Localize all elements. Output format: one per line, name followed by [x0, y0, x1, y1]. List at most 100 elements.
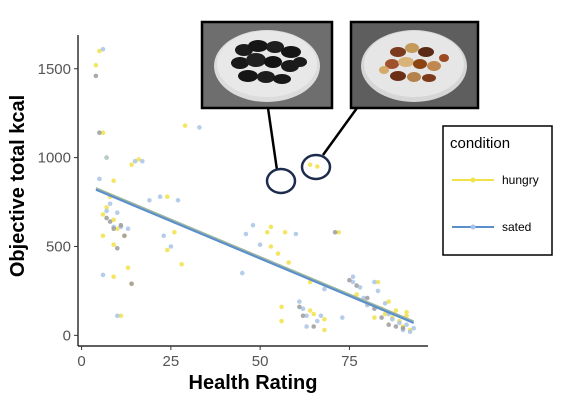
legend-key-sated-point: [470, 224, 476, 230]
data-point-sated: [304, 313, 309, 319]
y-tick-label: 1000: [38, 150, 71, 167]
data-point-hungry: [322, 317, 327, 322]
callout-circle-trail-mix: [300, 153, 332, 181]
y-tick-label: 500: [46, 238, 71, 255]
data-point-gray: [97, 130, 102, 135]
data-point-hungry: [111, 178, 116, 183]
data-point-hungry: [111, 274, 116, 280]
data-point-hungry: [111, 242, 116, 247]
data-point-hungry: [100, 130, 106, 135]
trend-line-sated: [95, 188, 415, 324]
data-point-gray: [115, 246, 120, 251]
data-point-sated: [125, 226, 131, 231]
data-point-gray: [393, 324, 399, 329]
data-point-hungry: [182, 123, 188, 128]
legend-key-hungry-point: [470, 177, 476, 183]
data-point-hungry: [386, 299, 392, 304]
y-axis-title: Objective total kcal: [7, 95, 29, 277]
x-tick-label: 75: [341, 353, 358, 370]
data-point-sated: [300, 306, 306, 312]
data-point-hungry: [393, 308, 399, 313]
data-point-gray: [122, 233, 127, 239]
data-point-hungry: [118, 313, 124, 319]
data-point-gray: [111, 226, 116, 231]
data-point-hungry: [165, 247, 170, 253]
data-point-hungry: [111, 217, 116, 223]
x-axis-title: Health Rating: [189, 372, 318, 394]
data-point-hungry: [165, 194, 170, 199]
legend-label-hungry: hungry: [502, 173, 539, 187]
data-point-hungry: [268, 224, 274, 230]
data-point-hungry: [404, 309, 409, 315]
data-point-gray: [347, 277, 352, 283]
data-point-gray: [354, 283, 359, 288]
snack-image-prunes: [200, 20, 334, 110]
x-tick-label: 25: [163, 353, 180, 370]
data-point-sated: [382, 301, 388, 306]
callout-circle-prunes: [265, 167, 297, 195]
data-point-hungry: [100, 212, 106, 217]
data-point-hungry: [136, 157, 141, 162]
data-point-sated: [161, 233, 166, 239]
data-point-sated: [257, 242, 263, 247]
data-point-hungry: [279, 304, 284, 310]
data-point-hungry: [307, 162, 313, 167]
data-point-hungry: [97, 48, 102, 54]
data-point-sated: [315, 318, 320, 324]
y-tick-label: 0: [63, 327, 71, 344]
data-point-gray: [365, 295, 370, 301]
data-point-sated: [304, 324, 309, 329]
data-point-sated: [175, 198, 181, 203]
data-point-sated: [407, 329, 413, 335]
data-point-sated: [350, 279, 356, 285]
data-point-hungry: [286, 260, 292, 265]
data-point-hungry: [307, 308, 313, 313]
data-point-sated: [243, 231, 249, 237]
data-point-gray: [400, 325, 406, 331]
snack-image-trail-mix: [349, 20, 480, 110]
axis-ticks: 0 25 50 75 0 500 1000 1500: [38, 61, 358, 370]
data-point-sated: [100, 46, 106, 52]
data-point-hungry: [268, 244, 274, 249]
data-point-hungry: [100, 233, 106, 239]
legend-title: condition: [450, 135, 510, 152]
data-point-sated: [100, 272, 106, 278]
data-point-gray: [297, 304, 302, 310]
data-point-gray: [93, 73, 99, 79]
data-point-sated: [372, 279, 377, 285]
data-point-gray: [386, 322, 392, 328]
data-point-hungry: [372, 315, 377, 320]
data-point-gray: [104, 215, 109, 221]
data-point-sated: [104, 208, 109, 214]
data-point-hungry: [172, 230, 177, 235]
data-point-gray: [107, 219, 113, 224]
x-tick-label: 0: [77, 353, 85, 370]
data-point-hungry: [315, 164, 320, 169]
data-point-sated: [350, 274, 356, 280]
data-point-sated: [132, 158, 138, 164]
data-point-hungry: [382, 311, 388, 317]
data-point-hungry: [129, 162, 134, 167]
data-point-sated: [375, 288, 381, 294]
data-point-hungry: [93, 62, 99, 68]
legend-label-sated: sated: [502, 220, 531, 234]
data-point-gray: [118, 222, 124, 228]
data-point-sated: [322, 286, 327, 292]
data-point-sated: [115, 313, 120, 319]
data-point-sated: [107, 201, 113, 207]
data-point-sated: [157, 194, 163, 199]
callout-line-trail-mix: [321, 107, 359, 156]
data-point-sated: [140, 158, 145, 164]
data-point-gray: [311, 324, 317, 329]
data-point-hungry: [354, 292, 359, 297]
data-point-hungry: [275, 251, 281, 256]
data-point-sated: [197, 125, 202, 130]
data-point-hungry: [279, 318, 284, 324]
x-tick-label: 50: [252, 353, 269, 370]
data-point-hungry: [179, 262, 184, 267]
y-tick-label: 1500: [38, 61, 71, 78]
data-point-hungry: [322, 327, 327, 333]
data-point-hungry: [336, 230, 342, 235]
data-point-sated: [250, 222, 256, 228]
